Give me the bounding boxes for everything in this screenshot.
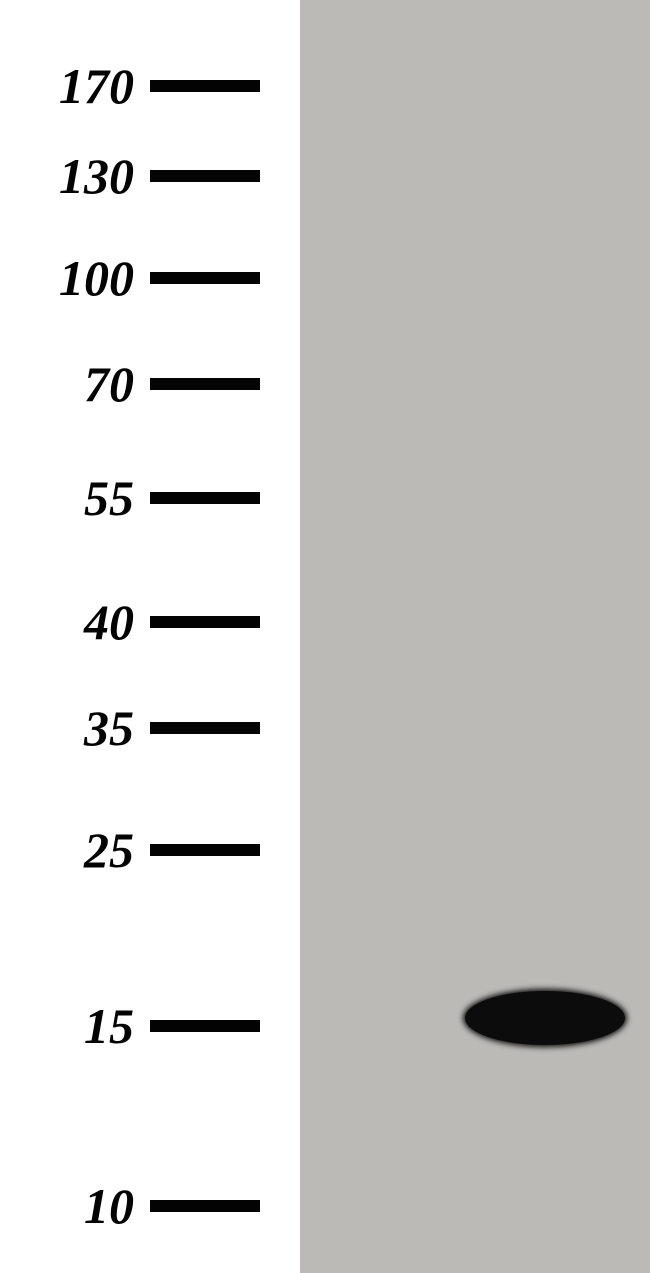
ladder-marker-label: 25 — [84, 821, 134, 879]
ladder-marker-tick — [150, 492, 260, 504]
ladder-marker-label: 100 — [59, 249, 134, 307]
ladder-marker-label: 70 — [84, 355, 134, 413]
ladder-marker-label: 130 — [59, 147, 134, 205]
blot-membrane — [300, 0, 650, 1273]
molecular-weight-ladder: 170 130 100 70 55 40 35 25 15 10 — [0, 0, 300, 1273]
ladder-marker-tick — [150, 1200, 260, 1212]
blot-band — [465, 991, 625, 1045]
ladder-marker-label: 40 — [84, 593, 134, 651]
ladder-marker-label: 55 — [84, 469, 134, 527]
ladder-marker-label: 170 — [59, 57, 134, 115]
ladder-marker-tick — [150, 170, 260, 182]
ladder-marker-tick — [150, 844, 260, 856]
western-blot-figure: 170 130 100 70 55 40 35 25 15 10 — [0, 0, 650, 1273]
ladder-marker-label: 10 — [84, 1177, 134, 1235]
ladder-marker-label: 35 — [84, 699, 134, 757]
ladder-marker-tick — [150, 378, 260, 390]
ladder-marker-tick — [150, 616, 260, 628]
ladder-marker-tick — [150, 722, 260, 734]
ladder-marker-tick — [150, 1020, 260, 1032]
ladder-marker-tick — [150, 80, 260, 92]
ladder-marker-label: 15 — [84, 997, 134, 1055]
ladder-marker-tick — [150, 272, 260, 284]
